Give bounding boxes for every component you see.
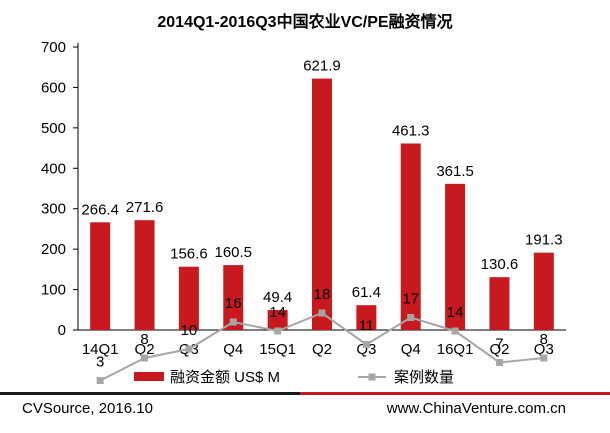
line-point bbox=[185, 345, 193, 353]
y-tick-label: 400 bbox=[41, 160, 66, 177]
footer-rule-red bbox=[300, 392, 610, 395]
line-series: 3 8 10 16 14 18 11 17 14 7 8 bbox=[96, 286, 548, 384]
line-point bbox=[495, 359, 503, 366]
bar-data-label: 191.3 bbox=[525, 232, 563, 249]
line-data-label: 11 bbox=[359, 318, 375, 335]
bar bbox=[90, 222, 111, 330]
bar-data-label: 160.5 bbox=[214, 244, 252, 261]
line-point bbox=[362, 341, 370, 348]
line-data-label: 10 bbox=[181, 322, 198, 339]
line-point bbox=[407, 314, 415, 321]
line-point bbox=[96, 377, 104, 384]
bar bbox=[445, 183, 466, 330]
line-data-label: 8 bbox=[540, 331, 548, 348]
y-tick-label: 0 bbox=[58, 322, 66, 339]
line-point bbox=[141, 354, 149, 362]
bar-data-label: 130.6 bbox=[481, 256, 519, 273]
website-link[interactable]: www.ChinaVenture.com.cn bbox=[386, 400, 566, 417]
bar bbox=[178, 266, 199, 330]
x-tick-label: Q2 bbox=[135, 341, 155, 358]
y-tick-label: 100 bbox=[41, 282, 66, 299]
x-tick-label: Q3 bbox=[534, 341, 554, 358]
bar-data-label: 361.5 bbox=[436, 163, 474, 180]
bar-data-label: 461.3 bbox=[392, 123, 430, 140]
bar bbox=[267, 310, 288, 330]
y-tick-label: 600 bbox=[41, 79, 66, 96]
line-data-label: 14 bbox=[447, 304, 464, 321]
x-tick-label: 16Q1 bbox=[437, 341, 474, 358]
x-tick-label: Q3 bbox=[356, 341, 376, 358]
line-data-label: 8 bbox=[140, 331, 148, 348]
line-point bbox=[451, 327, 459, 335]
x-tick-label: Q2 bbox=[312, 341, 332, 358]
bar bbox=[400, 143, 421, 330]
line-data-label: 14 bbox=[269, 304, 286, 321]
x-tick-label: Q4 bbox=[401, 341, 421, 358]
line-point bbox=[318, 309, 326, 317]
legend-swatch-bar bbox=[134, 372, 164, 381]
bar bbox=[356, 305, 377, 330]
x-tick-label: Q2 bbox=[489, 341, 509, 358]
line-data-label: 17 bbox=[402, 291, 419, 308]
bar-data-label: 621.9 bbox=[303, 58, 341, 75]
legend-label-bar: 融资金额 US$ M bbox=[170, 369, 280, 386]
bar-series: 266.4 271.6 156.6 160.5 49.4 621.9 61.4 461.3 36… bbox=[81, 58, 563, 331]
line-data-label: 16 bbox=[225, 295, 242, 312]
bar-data-label: 266.4 bbox=[81, 201, 119, 218]
line-point bbox=[274, 327, 282, 335]
line-data-label: 18 bbox=[314, 286, 331, 303]
line-data-label: 7 bbox=[495, 336, 503, 353]
x-tick-label: 14Q1 bbox=[82, 341, 119, 358]
y-tick-label: 500 bbox=[41, 120, 66, 137]
bar bbox=[312, 78, 332, 331]
source-note: CVSource, 2016.10 bbox=[22, 400, 153, 417]
bar bbox=[533, 252, 554, 330]
x-tick-label: 15Q1 bbox=[259, 341, 296, 358]
y-tick-label: 700 bbox=[41, 39, 66, 56]
bar bbox=[134, 220, 155, 330]
legend: 融资金额 US$ M 案例数量 bbox=[134, 368, 454, 386]
x-tick-label: Q4 bbox=[223, 341, 243, 358]
legend-label-line: 案例数量 bbox=[394, 368, 454, 386]
bar-data-label: 49.4 bbox=[263, 289, 292, 306]
bar bbox=[223, 265, 244, 330]
line-data-label: 3 bbox=[96, 354, 104, 371]
footer-rule bbox=[0, 392, 610, 395]
axes: 0 100 200 300 400 500 600 700 14Q1 Q2 Q3 Q4 15Q1 Q2 Q3… bbox=[41, 39, 566, 358]
line-point bbox=[229, 318, 237, 326]
bar-data-label: 61.4 bbox=[352, 284, 381, 301]
chart-title: 2014Q1-2016Q3中国农业VC/PE融资情况 bbox=[157, 12, 452, 31]
bar bbox=[489, 277, 510, 330]
footer-rule-dark bbox=[0, 392, 300, 395]
bar-data-label: 156.6 bbox=[170, 246, 208, 263]
y-tick-label: 300 bbox=[41, 201, 66, 218]
bar-data-label: 271.6 bbox=[126, 199, 164, 216]
y-tick-label: 200 bbox=[41, 241, 66, 258]
legend-swatch-marker bbox=[368, 373, 376, 381]
line-point bbox=[540, 354, 548, 362]
